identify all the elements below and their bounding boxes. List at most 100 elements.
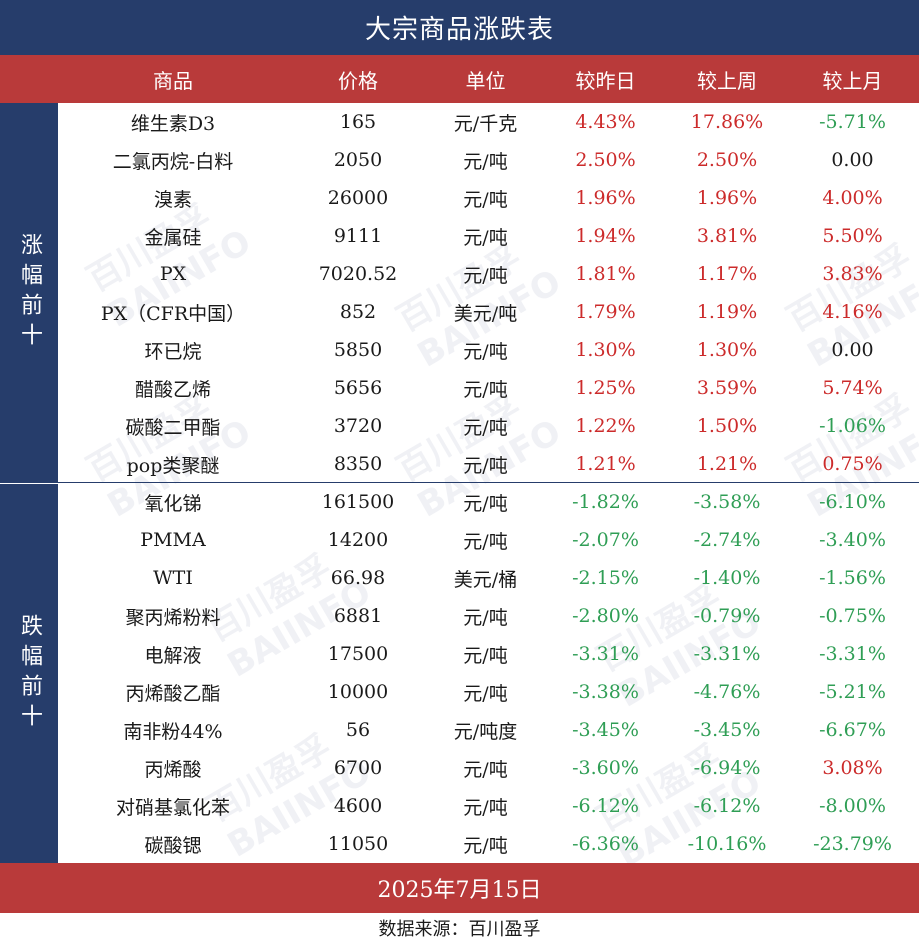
- side-label-top-losers: 跌幅前十: [0, 483, 58, 864]
- cell-vs-yesterday: 1.96%: [575, 187, 636, 209]
- cell-price: 14200: [327, 529, 389, 551]
- cell-price: 7020.52: [318, 263, 398, 285]
- cell-unit: 美元/桶: [453, 568, 518, 591]
- table-row: PX（CFR中国） 852 美元/吨 1.79% 1.19% 4.16%: [58, 293, 919, 331]
- cell-price: 161500: [321, 491, 395, 513]
- table-row: 南非粉44% 56 元/吨度 -3.45% -3.45% -6.67%: [58, 711, 919, 749]
- cell-commodity: PX（CFR中国）: [100, 302, 246, 325]
- cell-commodity: 聚丙烯粉料: [125, 606, 221, 629]
- cell-vs-last-month: -1.06%: [819, 415, 886, 437]
- cell-vs-last-week: -6.12%: [693, 795, 761, 817]
- cell-unit: 元/吨: [463, 606, 508, 629]
- table-row: 碳酸锶 11050 元/吨 -6.36% -10.16% -23.79%: [58, 825, 919, 863]
- cell-price: 66.98: [330, 567, 386, 589]
- table-row: 金属硅 9111 元/吨 1.94% 3.81% 5.50%: [58, 217, 919, 255]
- cell-vs-last-month: 4.16%: [822, 301, 883, 323]
- cell-vs-last-week: -2.74%: [693, 529, 761, 551]
- table-title: 大宗商品涨跌表: [0, 0, 919, 55]
- cell-vs-yesterday: -6.36%: [572, 833, 639, 855]
- cell-commodity: 维生素D3: [130, 112, 216, 135]
- cell-vs-last-month: -8.00%: [819, 795, 886, 817]
- cell-vs-last-month: -6.10%: [819, 491, 886, 513]
- section-divider: [58, 482, 919, 483]
- cell-commodity: pop类聚醚: [126, 454, 220, 477]
- cell-vs-yesterday: -3.60%: [572, 757, 639, 779]
- cell-commodity: 醋酸乙烯: [134, 378, 211, 401]
- table-row: 碳酸二甲酯 3720 元/吨 1.22% 1.50% -1.06%: [58, 407, 919, 445]
- cell-vs-last-month: 0.75%: [822, 453, 883, 475]
- table-row: 丙烯酸乙酯 10000 元/吨 -3.38% -4.76% -5.21%: [58, 673, 919, 711]
- cell-commodity: PMMA: [140, 529, 206, 551]
- cell-unit: 元/吨: [463, 530, 508, 553]
- cell-unit: 元/吨: [463, 682, 508, 705]
- cell-commodity: 碳酸锶: [144, 834, 202, 857]
- table-row: 丙烯酸 6700 元/吨 -3.60% -6.94% 3.08%: [58, 749, 919, 787]
- cell-vs-last-week: 1.17%: [696, 263, 758, 285]
- cell-vs-last-week: 1.96%: [696, 187, 758, 209]
- report-date: 2025年7月15日: [0, 863, 919, 913]
- cell-vs-last-month: -23.79%: [813, 833, 892, 855]
- cell-vs-yesterday: 4.43%: [575, 111, 636, 133]
- table-body: 百川盈孚 BAIINFO 百川盈孚 BAIINFO 百川盈孚 BAIINFO 百川盈孚…: [58, 103, 919, 876]
- header-vs-last-week: 较上周: [697, 68, 757, 93]
- header-vs-yesterday: 较昨日: [575, 68, 636, 93]
- cell-price: 4600: [333, 795, 383, 817]
- cell-price: 56: [345, 719, 371, 741]
- cell-vs-yesterday: -3.38%: [572, 681, 639, 703]
- table-row: WTI 66.98 美元/桶 -2.15% -1.40% -1.56%: [58, 559, 919, 597]
- cell-vs-last-month: -3.31%: [819, 643, 886, 665]
- cell-commodity: 丙烯酸乙酯: [125, 682, 221, 705]
- cell-price: 11050: [327, 833, 389, 855]
- cell-commodity: WTI: [153, 567, 193, 589]
- data-source: 数据来源：百川盈孚: [0, 913, 919, 943]
- cell-unit: 元/吨: [463, 796, 508, 819]
- header-unit: 单位: [465, 68, 506, 93]
- cell-vs-last-month: 5.74%: [822, 377, 883, 399]
- table-header: 商品 价格 单位 较昨日 较上周 较上月: [0, 55, 919, 103]
- cell-vs-last-week: -6.94%: [693, 757, 761, 779]
- cell-vs-yesterday: 2.50%: [575, 149, 636, 171]
- cell-unit: 元/吨度: [453, 720, 518, 743]
- table-row: 聚丙烯粉料 6881 元/吨 -2.80% -0.79% -0.75%: [58, 597, 919, 635]
- table-row: PMMA 14200 元/吨 -2.07% -2.74% -3.40%: [58, 521, 919, 559]
- cell-unit: 元/吨: [463, 378, 508, 401]
- cell-vs-yesterday: 1.94%: [575, 225, 636, 247]
- cell-unit: 元/吨: [463, 188, 508, 211]
- cell-vs-last-month: 0.00: [831, 339, 874, 361]
- cell-commodity: PX: [159, 263, 187, 285]
- cell-vs-last-month: -5.21%: [819, 681, 886, 703]
- cell-vs-last-week: 1.21%: [696, 453, 758, 475]
- cell-vs-yesterday: 1.81%: [575, 263, 636, 285]
- cell-unit: 元/吨: [463, 150, 508, 173]
- cell-price: 3720: [333, 415, 383, 437]
- cell-vs-last-month: 4.00%: [822, 187, 883, 209]
- cell-vs-last-month: -0.75%: [819, 605, 886, 627]
- cell-unit: 元/吨: [463, 340, 508, 363]
- cell-unit: 元/吨: [463, 644, 508, 667]
- cell-commodity: 环已烷: [144, 340, 202, 363]
- cell-commodity: 电解液: [144, 644, 202, 667]
- cell-vs-last-month: -6.67%: [819, 719, 886, 741]
- side-label-top-text: 涨幅前十: [17, 233, 42, 353]
- table-row: 二氯丙烷-白料 2050 元/吨 2.50% 2.50% 0.00: [58, 141, 919, 179]
- table-row: 环已烷 5850 元/吨 1.30% 1.30% 0.00: [58, 331, 919, 369]
- cell-price: 6700: [333, 757, 383, 779]
- cell-price: 17500: [327, 643, 389, 665]
- cell-vs-yesterday: -6.12%: [572, 795, 639, 817]
- cell-commodity: 对硝基氯化苯: [115, 796, 230, 819]
- cell-unit: 元/吨: [463, 264, 508, 287]
- cell-price: 852: [339, 301, 377, 323]
- cell-unit: 元/吨: [463, 834, 508, 857]
- cell-vs-last-month: -1.56%: [819, 567, 886, 589]
- cell-vs-last-week: 2.50%: [696, 149, 758, 171]
- table-row: 溴素 26000 元/吨 1.96% 1.96% 4.00%: [58, 179, 919, 217]
- cell-vs-last-month: 0.00: [831, 149, 874, 171]
- cell-vs-yesterday: -3.45%: [572, 719, 639, 741]
- cell-price: 2050: [333, 149, 383, 171]
- header-price: 价格: [338, 68, 378, 93]
- cell-vs-yesterday: -2.80%: [572, 605, 639, 627]
- cell-price: 10000: [327, 681, 389, 703]
- side-label-bottom-text: 跌幅前十: [17, 614, 42, 734]
- cell-unit: 元/吨: [463, 492, 508, 515]
- cell-vs-last-week: -10.16%: [687, 833, 767, 855]
